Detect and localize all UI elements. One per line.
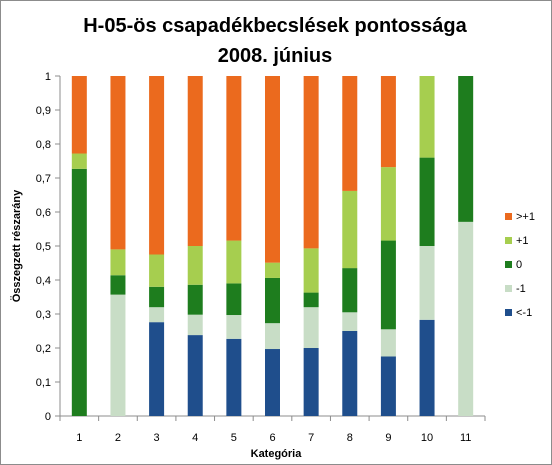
x-tick-label: 6: [269, 432, 275, 444]
bar-segment: [226, 283, 242, 316]
bar-segment: [149, 286, 165, 308]
y-tick-label: 1: [45, 71, 51, 83]
bar-segment: [187, 284, 203, 315]
y-tick-label: 0,6: [36, 207, 51, 219]
bar-segment: [380, 356, 396, 416]
x-tick-label: 11: [460, 432, 471, 444]
bar-segment: [265, 76, 280, 263]
legend-swatch: [505, 213, 512, 220]
bar-segment: [419, 319, 435, 416]
bar-segment: [342, 312, 358, 331]
bar-segment: [303, 307, 319, 348]
bar-segment: [380, 167, 396, 241]
bar-segment: [380, 240, 396, 330]
bar-segment: [187, 335, 203, 416]
y-tick-label: 0,4: [36, 275, 51, 287]
bar-segment: [342, 190, 358, 269]
legend-swatch: [505, 285, 512, 292]
y-tick-label: 0: [45, 411, 51, 423]
x-tick-label: 5: [231, 432, 237, 444]
bar-segment: [458, 221, 474, 416]
x-tick-label: 2: [115, 432, 121, 444]
legend: >+1 +1 0 -1 <-1: [505, 211, 535, 319]
bar-segment: [226, 315, 242, 339]
legend-label: -1: [516, 283, 526, 295]
legend-label: +1: [516, 235, 529, 247]
bar-segment: [226, 76, 242, 241]
y-tick-label: 0,8: [36, 139, 51, 151]
bar-segment: [149, 76, 165, 255]
bar-segment: [419, 246, 435, 320]
legend-label: 0: [516, 259, 522, 271]
chart-title-line-1: H-05-ös csapadékbecslések pontossága: [83, 15, 467, 37]
chart-title-line-2: 2008. június: [218, 45, 333, 67]
legend-label: >+1: [516, 211, 535, 223]
bar-segment: [303, 348, 319, 416]
x-tick-label: 1: [76, 432, 82, 444]
legend-swatch: [505, 237, 512, 244]
plot-area: 00,10,20,30,40,50,60,70,80,911 2 3 4 5 6 7 8 9 10…: [36, 71, 486, 444]
bar-segment: [458, 76, 474, 222]
bar-segment: [110, 275, 126, 295]
legend-swatch: [505, 309, 512, 316]
x-tick-label: 10: [421, 432, 433, 444]
y-tick-label: 0,3: [36, 309, 51, 321]
bar-segment: [342, 268, 358, 313]
x-tick-label: 4: [192, 432, 198, 444]
bar-segment: [149, 254, 165, 287]
y-tick-label: 0,7: [36, 173, 51, 185]
bar-segment: [303, 292, 319, 308]
bar-segment: [110, 76, 126, 250]
bar-segment: [187, 76, 203, 246]
bar-segment: [342, 76, 358, 191]
legend-swatch: [505, 261, 512, 268]
bar-segment: [226, 240, 242, 284]
bar-segment: [380, 329, 396, 357]
x-tick-label: 3: [154, 432, 160, 444]
bar-segment: [380, 76, 396, 168]
y-tick-label: 0,1: [36, 377, 51, 389]
x-tick-label: 8: [347, 432, 353, 444]
bar-segment: [71, 76, 87, 154]
bar-segment: [149, 322, 165, 416]
y-tick-label: 0,5: [36, 241, 51, 253]
bar-segment: [265, 262, 280, 278]
bar-segment: [110, 249, 126, 276]
bar-segment: [419, 157, 435, 246]
x-tick-label: 7: [308, 432, 314, 444]
bar-segment: [149, 307, 165, 323]
bar-segment: [265, 277, 280, 324]
bar-segment: [71, 153, 87, 169]
bar-segment: [226, 338, 242, 416]
bar-segment: [71, 168, 87, 416]
bar-segment: [187, 246, 203, 285]
bar-segment: [303, 248, 319, 293]
y-tick-label: 0,9: [36, 105, 51, 117]
y-tick-label: 0,2: [36, 343, 51, 355]
bar-segment: [187, 314, 203, 336]
y-axis-title: Összegzett részarány: [10, 189, 23, 302]
legend-label: <-1: [516, 307, 532, 319]
bar-segment: [265, 323, 280, 350]
x-axis-title: Kategória: [251, 448, 303, 460]
bar-segment: [342, 331, 358, 416]
bar-segment: [265, 349, 280, 416]
bar-segment: [303, 76, 319, 249]
x-tick-label: 9: [385, 432, 391, 444]
bar-segment: [110, 294, 126, 416]
bar-segment: [419, 76, 435, 158]
